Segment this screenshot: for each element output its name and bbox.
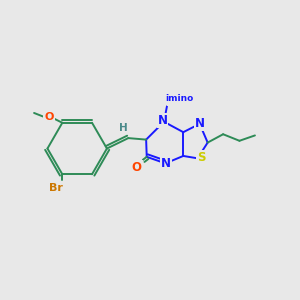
Text: N: N — [195, 117, 205, 130]
Text: H: H — [168, 95, 177, 105]
Text: Br: Br — [49, 183, 62, 193]
Text: O: O — [132, 161, 142, 174]
Text: H: H — [118, 123, 127, 133]
Text: O: O — [44, 112, 54, 122]
Text: N: N — [161, 158, 171, 170]
Text: S: S — [197, 151, 206, 164]
Text: N: N — [158, 114, 167, 128]
Text: imino: imino — [165, 94, 194, 103]
